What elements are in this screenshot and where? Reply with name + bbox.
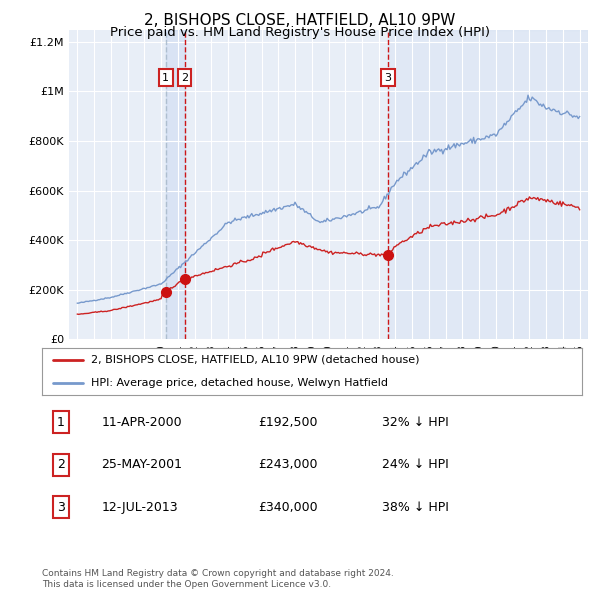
Text: 2, BISHOPS CLOSE, HATFIELD, AL10 9PW: 2, BISHOPS CLOSE, HATFIELD, AL10 9PW: [145, 13, 455, 28]
Text: 11-APR-2000: 11-APR-2000: [101, 415, 182, 429]
Text: HPI: Average price, detached house, Welwyn Hatfield: HPI: Average price, detached house, Welw…: [91, 379, 388, 388]
Text: 2: 2: [57, 458, 65, 471]
Text: £192,500: £192,500: [258, 415, 317, 429]
Text: 3: 3: [57, 500, 65, 514]
Text: Contains HM Land Registry data © Crown copyright and database right 2024.
This d: Contains HM Land Registry data © Crown c…: [42, 569, 394, 589]
Text: 1: 1: [57, 415, 65, 429]
Text: 32% ↓ HPI: 32% ↓ HPI: [382, 415, 449, 429]
Text: £243,000: £243,000: [258, 458, 317, 471]
Bar: [388, 30, 588, 339]
Text: £340,000: £340,000: [258, 500, 317, 514]
Text: 3: 3: [384, 73, 391, 83]
Text: 38% ↓ HPI: 38% ↓ HPI: [382, 500, 449, 514]
Bar: [166, 30, 185, 339]
Text: 25-MAY-2001: 25-MAY-2001: [101, 458, 182, 471]
Text: 2: 2: [181, 73, 188, 83]
Text: 12-JUL-2013: 12-JUL-2013: [101, 500, 178, 514]
Text: 2, BISHOPS CLOSE, HATFIELD, AL10 9PW (detached house): 2, BISHOPS CLOSE, HATFIELD, AL10 9PW (de…: [91, 355, 419, 365]
Text: 24% ↓ HPI: 24% ↓ HPI: [382, 458, 449, 471]
Text: Price paid vs. HM Land Registry's House Price Index (HPI): Price paid vs. HM Land Registry's House …: [110, 26, 490, 39]
Text: 1: 1: [162, 73, 169, 83]
